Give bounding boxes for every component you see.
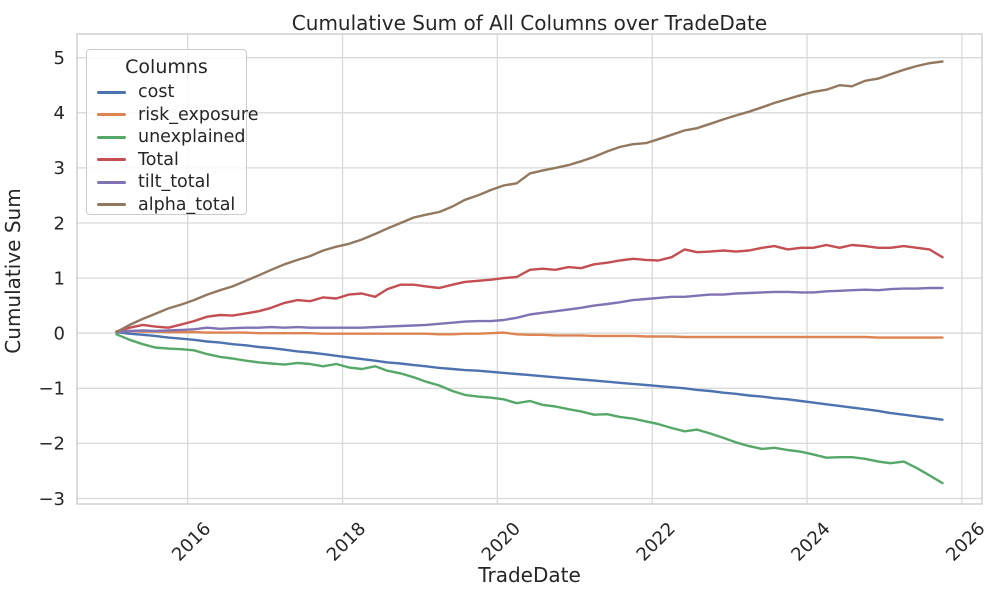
legend-item-unexplained: unexplained xyxy=(95,126,246,149)
x-tick-label: 2022 xyxy=(633,518,680,565)
legend-item-risk_exposure: risk_exposure xyxy=(95,104,258,127)
series-line-tilt_total xyxy=(115,286,944,334)
legend-item-Total: Total xyxy=(95,149,238,172)
legend-items: cost risk_exposure unexplained Total tilt_to… xyxy=(95,81,258,217)
y-axis-label: Cumulative Sum xyxy=(1,188,25,354)
y-tick-label: 5 xyxy=(54,48,65,69)
y-tick-label: 4 xyxy=(54,103,65,124)
legend-swatch-tilt_total xyxy=(97,180,126,184)
legend-label: unexplained xyxy=(138,127,246,148)
y-tick-label: 3 xyxy=(54,158,65,179)
y-tick-label: −1 xyxy=(38,379,65,400)
y-tick-label: −2 xyxy=(38,434,65,455)
legend-label: cost xyxy=(138,82,175,103)
axes-spines xyxy=(76,33,983,505)
legend-label: risk_exposure xyxy=(138,104,259,125)
legend-title: Columns xyxy=(125,56,208,78)
y-tick-label: −3 xyxy=(38,489,65,510)
legend: Columns cost risk_exposure unexplained Tota… xyxy=(86,49,258,217)
legend-item-tilt_total: tilt_total xyxy=(95,171,238,194)
legend-label: alpha_total xyxy=(138,194,236,215)
legend-label: Total xyxy=(138,149,179,170)
x-tick-label: 2024 xyxy=(787,518,834,565)
legend-label: tilt_total xyxy=(138,172,211,193)
y-tick-label: 1 xyxy=(54,268,65,289)
series-line-unexplained xyxy=(115,333,944,485)
legend-item-cost: cost xyxy=(95,81,238,104)
series-line-alpha_total xyxy=(115,60,944,334)
x-tick-label: 2020 xyxy=(478,518,525,565)
x-tick-label: 2016 xyxy=(168,518,215,565)
legend-swatch-unexplained xyxy=(97,135,126,139)
y-tick-label: 0 xyxy=(54,323,65,344)
series-line-risk_exposure xyxy=(115,329,944,339)
x-tick-label: 2018 xyxy=(323,518,370,565)
y-tick-label: 2 xyxy=(54,213,65,234)
x-tick-label: 2026 xyxy=(942,518,989,565)
legend-swatch-Total xyxy=(97,158,126,162)
series-line-cost xyxy=(115,330,944,421)
legend-swatch-cost xyxy=(97,90,126,94)
x-axis-label: TradeDate xyxy=(478,563,581,587)
chart-title: Cumulative Sum of All Columns over Trade… xyxy=(291,11,768,35)
legend-swatch-risk_exposure xyxy=(97,113,126,117)
legend-swatch-alpha_total xyxy=(97,203,126,207)
series-line-Total xyxy=(115,243,944,333)
legend-item-alpha_total: alpha_total xyxy=(95,194,238,217)
